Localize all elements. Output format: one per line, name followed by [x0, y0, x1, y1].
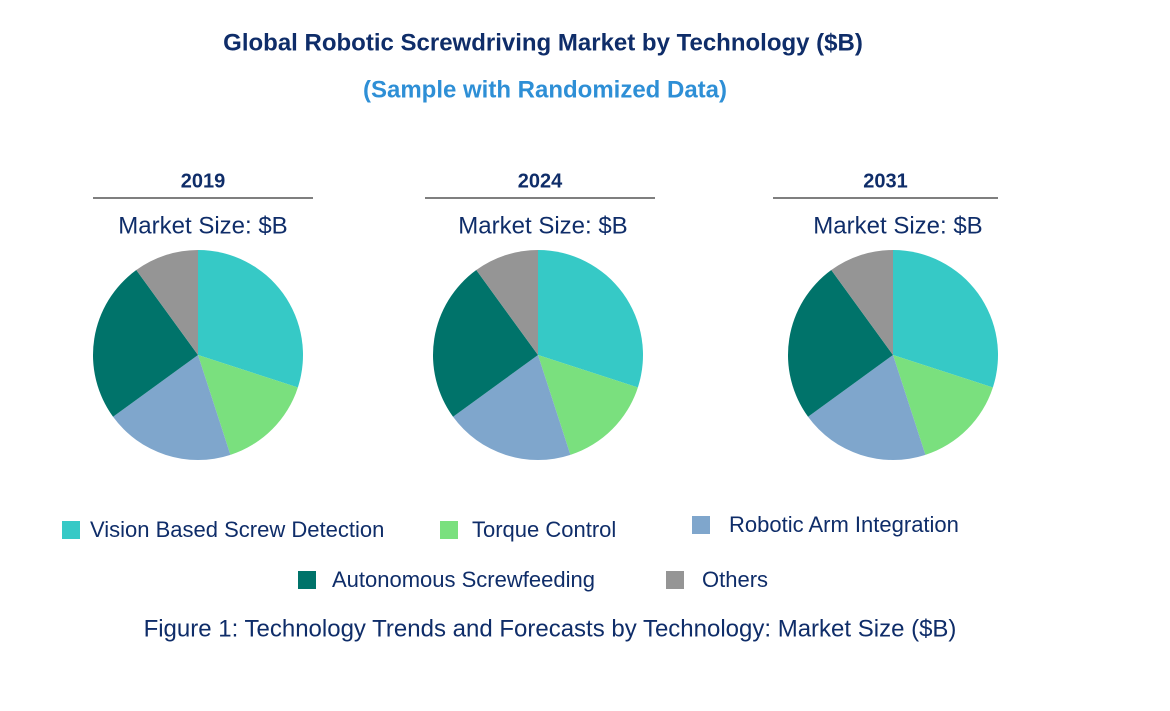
pie-slice	[433, 270, 538, 417]
pie-title: 2019	[181, 170, 226, 192]
pie-slice	[788, 270, 893, 417]
pie-subtitle: Market Size: $B	[813, 212, 982, 239]
legend-swatch	[666, 571, 684, 589]
caption: Figure 1: Technology Trends and Forecast…	[144, 615, 957, 642]
legend-label: Torque Control	[472, 517, 616, 542]
pie-slice	[198, 250, 303, 388]
pie-subtitle: Market Size: $B	[458, 212, 627, 239]
legend-swatch	[440, 521, 458, 539]
legend-swatch	[62, 521, 80, 539]
pie-slice	[893, 355, 993, 455]
legend-swatch	[298, 571, 316, 589]
legend-label: Others	[702, 567, 768, 592]
pie-slice	[831, 250, 893, 355]
pie-slice	[453, 355, 571, 461]
pie-slice	[198, 355, 298, 455]
legend-label: Autonomous Screwfeeding	[332, 567, 595, 592]
pie-subtitle: Market Size: $B	[118, 212, 287, 239]
legend-swatch	[692, 516, 710, 534]
pie-slice	[538, 355, 638, 455]
pie-slice	[93, 270, 198, 417]
pie-title: 2031	[863, 170, 908, 192]
chart-subtitle: (Sample with Randomized Data)	[363, 76, 727, 103]
pie-slice	[893, 250, 999, 388]
legend-label: Robotic Arm Integration	[729, 512, 959, 537]
pie-slice	[808, 355, 926, 460]
pie-slice	[113, 355, 231, 460]
pie-slice	[136, 250, 198, 355]
chart-title: Global Robotic Screwdriving Market by Te…	[223, 29, 863, 56]
pie-slice	[538, 250, 644, 388]
pie-slice	[476, 250, 538, 355]
legend-label: Vision Based Screw Detection	[90, 517, 384, 542]
pie-title: 2024	[518, 170, 563, 192]
